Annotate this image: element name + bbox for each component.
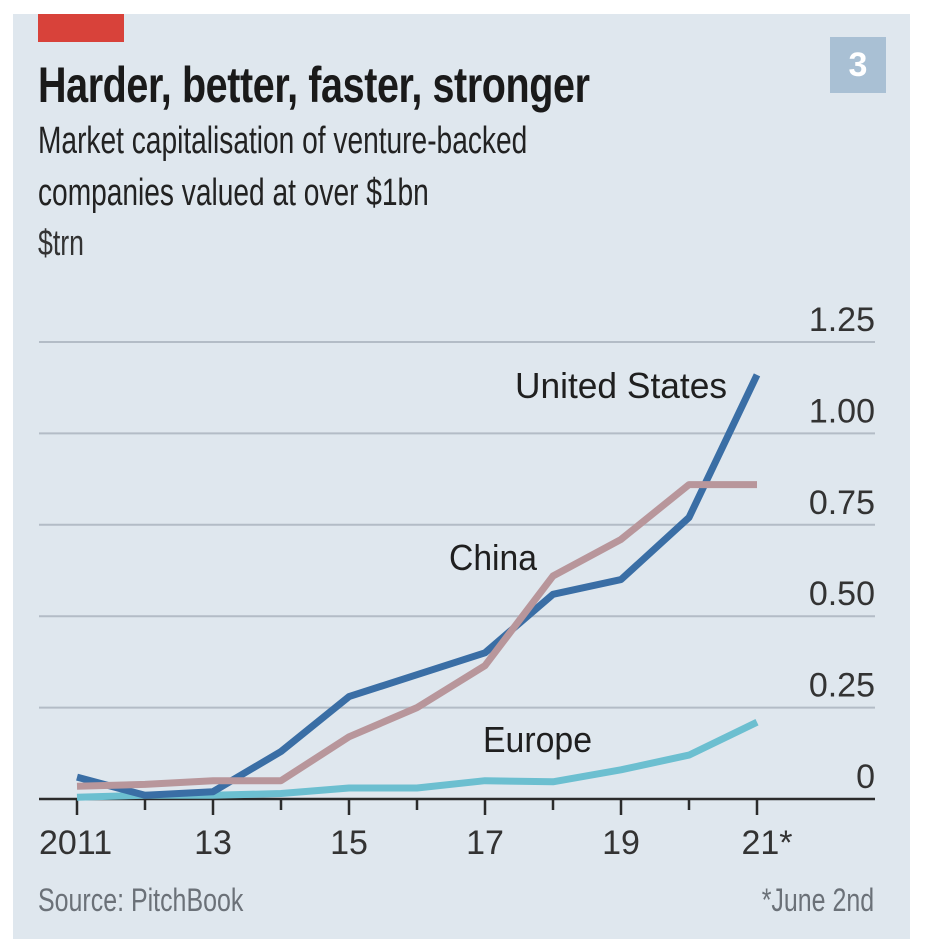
series-line-united-states bbox=[76, 373, 761, 799]
series-lines bbox=[76, 373, 761, 801]
label-china: China bbox=[449, 537, 538, 578]
y-tick-label: 1.25 bbox=[809, 301, 875, 339]
chart-subtitle-line-2: companies valued at over $1bn bbox=[38, 172, 429, 214]
chart-subtitle-line-1: Market capitalisation of venture-backed bbox=[38, 120, 528, 162]
x-tick-label: 13 bbox=[194, 824, 232, 862]
series-labels: United States China Europe bbox=[449, 365, 727, 760]
y-tick-label: 0.50 bbox=[809, 575, 875, 613]
series-line-china bbox=[76, 481, 757, 790]
label-united-states: United States bbox=[515, 365, 727, 406]
x-axis-labels: 2011 13 15 17 19 21* bbox=[39, 824, 793, 862]
chart-title: Harder, better, faster, stronger bbox=[38, 57, 590, 113]
x-tick-label: 2011 bbox=[39, 824, 112, 862]
y-axis-unit-label: $trn bbox=[38, 222, 84, 263]
gridlines bbox=[39, 341, 875, 709]
source-note: Source: PitchBook bbox=[38, 882, 244, 918]
x-tick-label: 17 bbox=[466, 824, 504, 862]
y-tick-label: 0.25 bbox=[809, 667, 875, 705]
chart-number-badge: 3 bbox=[830, 37, 886, 93]
label-europe: Europe bbox=[483, 719, 592, 760]
footnote: *June 2nd bbox=[761, 882, 874, 918]
y-tick-label: 0 bbox=[856, 758, 875, 796]
x-tick-label: 21* bbox=[741, 824, 792, 862]
y-tick-label: 1.00 bbox=[809, 392, 875, 430]
x-axis-ticks bbox=[75, 799, 759, 815]
y-axis-labels: 0 0.25 0.50 0.75 1.00 1.25 bbox=[809, 301, 875, 796]
x-tick-label: 19 bbox=[602, 824, 640, 862]
brand-accent-bar bbox=[38, 14, 124, 42]
y-tick-label: 0.75 bbox=[809, 484, 875, 522]
x-tick-label: 15 bbox=[330, 824, 368, 862]
